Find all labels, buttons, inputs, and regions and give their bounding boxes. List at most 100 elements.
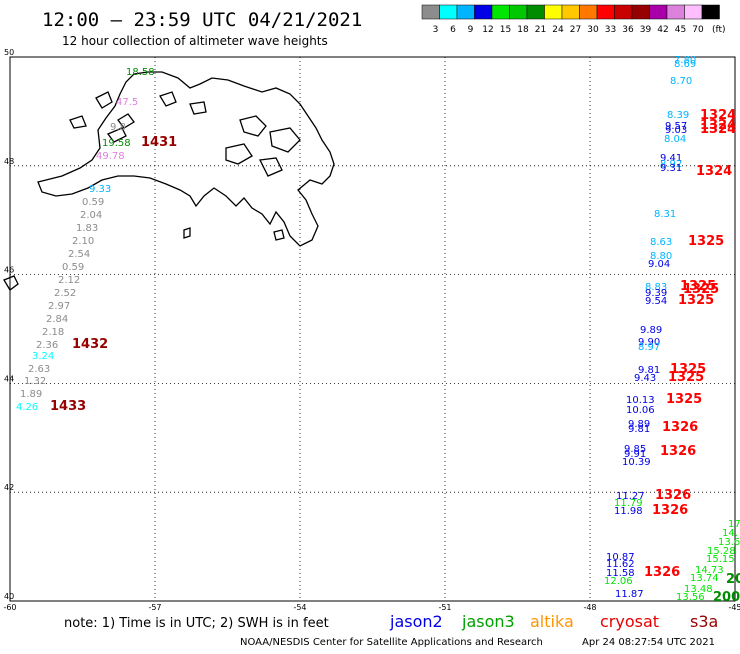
- wave-height-label: 49.78: [96, 151, 125, 162]
- legend-tick-label: 6: [450, 25, 456, 35]
- wave-height-label: 2.97: [48, 301, 70, 312]
- legend-unit: (ft): [712, 25, 726, 35]
- wave-height-label: 2.12: [58, 275, 80, 286]
- wave-height-label: 3.24: [32, 351, 54, 362]
- wave-height-label: 15.15: [706, 554, 735, 565]
- lon-tick-label: -45: [728, 603, 740, 612]
- map-title: 12:00 — 23:59 UTC 04/21/2021: [42, 9, 362, 31]
- wave-height-label: 8.83: [645, 282, 667, 293]
- wave-height-label: 14.73: [695, 565, 724, 576]
- wave-height-label: 1324: [700, 108, 736, 123]
- legend-swatch: [544, 4, 563, 20]
- satellite-name-label: cryosat: [600, 612, 659, 631]
- wave-height-label: 2.52: [54, 288, 76, 299]
- wave-height-label: 8.31: [654, 209, 676, 220]
- wave-height-label: 9.03: [665, 125, 687, 136]
- legend-tick-label: 33: [605, 25, 616, 35]
- legend-tick-label: 24: [552, 25, 564, 35]
- wave-height-label: 9.04: [648, 259, 670, 270]
- wave-height-label: 10.87: [606, 552, 635, 563]
- legend-swatch: [596, 4, 615, 20]
- wave-height-label: 9.57: [665, 121, 687, 132]
- wave-height-label: 11.62: [606, 559, 635, 570]
- satellite-name-label: s3a: [690, 612, 718, 631]
- wave-height-label: 19.58: [102, 138, 131, 149]
- lat-tick-label: 48: [4, 157, 14, 166]
- wave-height-label: 11.87: [615, 589, 644, 600]
- wave-height-label: 15.28: [707, 546, 736, 557]
- wave-height-label: 13.74: [690, 573, 719, 584]
- lon-tick-label: -57: [148, 603, 161, 612]
- legend-tick-label: 12: [482, 25, 493, 35]
- lat-tick-label: 50: [4, 48, 14, 57]
- footer-note: note: 1) Time is in UTC; 2) SWH is in fe…: [64, 616, 329, 631]
- legend-tick-label: 9: [468, 25, 474, 35]
- color-legend: 3 6 9 12 15 18 21 24 27 30 33 36 39 42 45 70: [421, 4, 720, 35]
- wave-height-label: 9.39: [645, 288, 667, 299]
- legend-swatch: [631, 4, 650, 20]
- legend-tick-label: 45: [675, 25, 686, 35]
- wave-height-label: 13.56: [676, 592, 705, 603]
- wave-height-label: 10.13: [626, 395, 655, 406]
- legend-swatch: [666, 4, 685, 20]
- wave-height-label: 8.39: [667, 110, 689, 121]
- legend-swatch: [509, 4, 528, 20]
- wave-height-label: 1325: [666, 392, 702, 407]
- coastline: [3, 71, 335, 291]
- legend-tick-label: 21: [535, 25, 546, 35]
- footer-credit: NOAA/NESDIS Center for Satellite Applica…: [240, 637, 543, 648]
- wave-height-label: 8.97: [638, 342, 660, 353]
- wave-height-label: 14.: [722, 528, 738, 539]
- plot-frame: [9, 56, 736, 602]
- wave-height-label: 4.26: [16, 402, 38, 413]
- legend-swatch: [684, 4, 703, 20]
- map-subtitle: 12 hour collection of altimeter wave hei…: [62, 34, 328, 48]
- wave-height-label: 1326: [652, 503, 688, 518]
- footer-timestamp: Apr 24 08:27:54 UTC 2021: [582, 637, 715, 648]
- legend-tick-label: 39: [640, 25, 652, 35]
- legend-swatch: [439, 4, 458, 20]
- legend-tick-label: 42: [657, 25, 668, 35]
- wave-height-label: 1325: [680, 279, 716, 294]
- wave-height-label: 1325: [688, 234, 724, 249]
- wave-height-label: 9.89: [628, 419, 650, 430]
- wave-height-label: 0.59: [82, 197, 104, 208]
- lat-lon-grid: -60 -57 -54 -51 -48 -45 50 48 46 44 42 40: [3, 48, 740, 612]
- lat-tick-label: 46: [4, 266, 14, 275]
- legend-swatch: [701, 4, 720, 20]
- wave-height-label: 1.89: [20, 389, 42, 400]
- legend-tick-label: 18: [517, 25, 529, 35]
- wave-height-label: 8.04: [664, 134, 686, 145]
- wave-height-label: 11.58: [606, 568, 635, 579]
- wave-height-label: 9.90: [638, 337, 660, 348]
- wave-height-label: 9.91: [624, 449, 646, 460]
- legend-swatch: [421, 4, 440, 20]
- wave-height-label: 1324: [700, 118, 736, 133]
- legend-tick-label: 27: [570, 25, 581, 35]
- wave-height-label: 1326: [662, 420, 698, 435]
- wave-height-label: 1325: [668, 370, 704, 385]
- lon-tick-label: -60: [3, 603, 16, 612]
- legend-tick-label: 30: [587, 25, 599, 35]
- wave-height-label: 9.54: [645, 296, 667, 307]
- wave-height-label: 18.58: [126, 67, 155, 78]
- wave-height-label: 13.48: [684, 584, 713, 595]
- wave-height-label: 2.54: [68, 249, 90, 260]
- wave-height-label: 9.89: [640, 325, 662, 336]
- wave-height-label: 11.98: [614, 506, 643, 517]
- wave-height-label: 9.31: [660, 163, 682, 174]
- legend-swatch: [456, 4, 475, 20]
- wave-height-label: 13.6: [718, 537, 740, 548]
- lat-tick-label: 42: [4, 483, 14, 492]
- wave-height-label: 2.36: [36, 340, 58, 351]
- satellite-legend: jason2 jason3 altika cryosat s3a: [389, 612, 718, 631]
- wave-height-label: 17: [728, 519, 740, 530]
- wave-height-label: 1326: [644, 565, 680, 580]
- wave-height-label: 7.80: [674, 55, 696, 66]
- wave-height-label: 8.63: [650, 237, 672, 248]
- lon-tick-label: -48: [583, 603, 596, 612]
- lon-tick-label: -54: [293, 603, 306, 612]
- legend-tick-label: 70: [692, 25, 704, 35]
- wave-height-label: 1431: [141, 135, 177, 150]
